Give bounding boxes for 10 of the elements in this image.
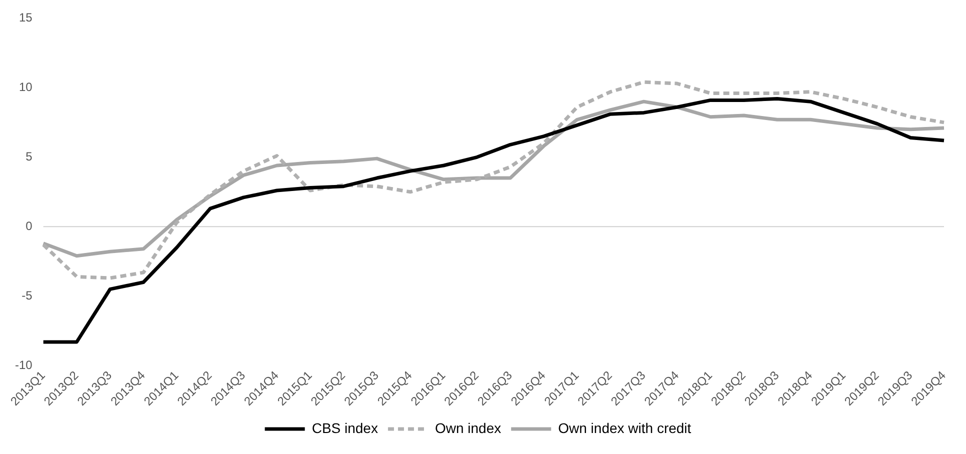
legend-label: Own index with credit <box>558 420 692 436</box>
legend-label: CBS index <box>312 420 378 436</box>
y-tick-label: 5 <box>26 149 33 164</box>
y-tick-label: -10 <box>15 358 33 372</box>
y-tick-label: 10 <box>18 80 33 94</box>
y-tick-label: 15 <box>18 10 33 25</box>
line-series <box>42 80 946 280</box>
y-tick-label: -5 <box>22 288 33 302</box>
legend-label: Own index <box>434 420 502 436</box>
y-tick-label: 0 <box>26 218 33 233</box>
